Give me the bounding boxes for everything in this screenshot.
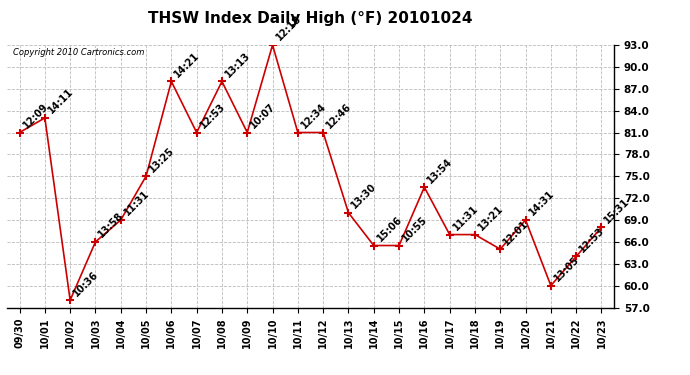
Text: 14:11: 14:11 bbox=[46, 87, 75, 116]
Text: THSW Index Daily High (°F) 20101024: THSW Index Daily High (°F) 20101024 bbox=[148, 11, 473, 26]
Text: 13:54: 13:54 bbox=[426, 156, 455, 185]
Text: 11:31: 11:31 bbox=[122, 189, 151, 218]
Text: 10:36: 10:36 bbox=[72, 269, 101, 298]
Text: 13:05: 13:05 bbox=[552, 255, 581, 284]
Text: 14:31: 14:31 bbox=[527, 189, 556, 218]
Text: 12:46: 12:46 bbox=[324, 101, 353, 130]
Text: 13:30: 13:30 bbox=[350, 182, 379, 210]
Text: 12:53: 12:53 bbox=[198, 101, 227, 130]
Text: 13:25: 13:25 bbox=[148, 145, 177, 174]
Text: 12:53: 12:53 bbox=[578, 225, 607, 254]
Text: 13:13: 13:13 bbox=[224, 50, 253, 79]
Text: Copyright 2010 Cartronics.com: Copyright 2010 Cartronics.com bbox=[13, 48, 144, 57]
Text: 12:34: 12:34 bbox=[299, 101, 328, 130]
Text: 14:21: 14:21 bbox=[172, 50, 201, 79]
Text: 15:06: 15:06 bbox=[375, 214, 404, 243]
Text: 10:55: 10:55 bbox=[400, 214, 429, 243]
Text: 11:31: 11:31 bbox=[451, 203, 480, 232]
Text: 10:07: 10:07 bbox=[248, 101, 277, 130]
Text: 12:09: 12:09 bbox=[21, 101, 50, 130]
Text: 13:58: 13:58 bbox=[97, 211, 126, 240]
Text: 12:18: 12:18 bbox=[274, 14, 303, 43]
Text: 12:01: 12:01 bbox=[502, 218, 531, 247]
Text: 13:21: 13:21 bbox=[476, 203, 505, 232]
Text: 15:31: 15:31 bbox=[603, 196, 632, 225]
